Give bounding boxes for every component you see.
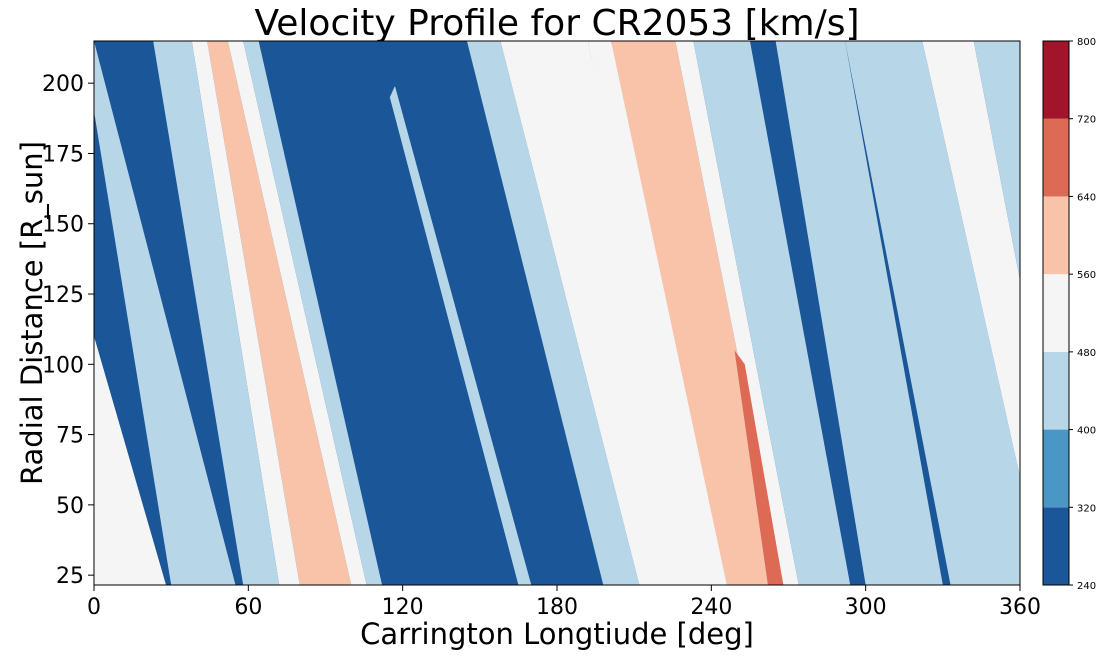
velocity-band-8 [611,41,784,585]
colorbar-level-6 [1043,41,1069,119]
x-tick-label: 180 [536,595,578,620]
velocity-band-6 [466,41,640,585]
velocity-band-3 [153,41,280,585]
velocity-band-13 [845,41,1020,585]
x-tick-label: 240 [690,595,732,620]
plot-area [94,41,1020,585]
velocity-band-18 [389,85,532,585]
colorbar-tick-label: 400 [1077,426,1096,437]
colorbar-level-2 [1043,351,1069,430]
velocity-band-10 [675,41,799,585]
velocity-band-1 [207,41,352,585]
y-tick-label: 175 [42,142,84,167]
colorbar-tick-label: 320 [1077,503,1096,514]
y-tick-label: 75 [56,424,84,449]
colorbar-tick-label: 640 [1077,192,1096,203]
colorbar [1042,40,1070,586]
x-tick-label: 120 [382,595,424,620]
velocity-band-16 [94,336,167,585]
x-tick-label: 0 [87,595,101,620]
x-axis-ticks: 0 60 120 180 240 300 360 [87,585,1041,620]
colorbar-tick-label: 480 [1077,348,1096,359]
y-tick-label: 125 [42,283,84,308]
colorbar-frame [1042,40,1070,586]
velocity-band-5 [243,41,383,585]
y-axis-label: Radial Distance [R_sun] [15,141,49,485]
colorbar-level-5 [1043,118,1069,197]
colorbar-level-0 [1043,507,1069,585]
colorbar-ticks: 240 320 400 480 560 640 720 800 [1069,37,1096,592]
velocity-band-0 [94,41,236,585]
x-tick-label: 360 [999,595,1041,620]
y-tick-label: 200 [42,72,84,97]
colorbar-level-1 [1043,429,1069,508]
velocity-band-2 [191,41,300,585]
velocity-band-9 [587,41,727,585]
y-tick-label: 25 [56,564,84,589]
colorbar-tick-label: 800 [1077,37,1096,48]
velocity-band-11 [693,41,851,585]
colorbar-level-4 [1043,196,1069,275]
y-tick-label: 100 [42,353,84,378]
x-tick-label: 60 [234,595,262,620]
colorbar-tick-label: 560 [1077,270,1096,281]
velocity-band-17 [734,350,784,585]
velocity-band-12 [775,41,943,585]
velocity-band-4 [227,41,367,585]
x-tick-label: 300 [845,595,887,620]
x-axis-label: Carrington Longtiude [deg] [360,617,754,651]
chart-title: Velocity Profile for CR2053 [km/s] [254,3,859,44]
colorbar-tick-label: 240 [1077,581,1096,592]
velocity-band-14 [922,41,1020,477]
velocity-band-15 [973,41,1020,280]
y-tick-label: 150 [42,213,84,238]
velocity-bands [94,41,1020,585]
velocity-band-7 [500,41,712,585]
colorbar-level-3 [1043,274,1069,352]
y-axis-ticks: 25 50 75 100 125 150 175 200 [42,72,94,589]
y-tick-label: 50 [56,494,84,519]
colorbar-tick-label: 720 [1077,115,1096,126]
